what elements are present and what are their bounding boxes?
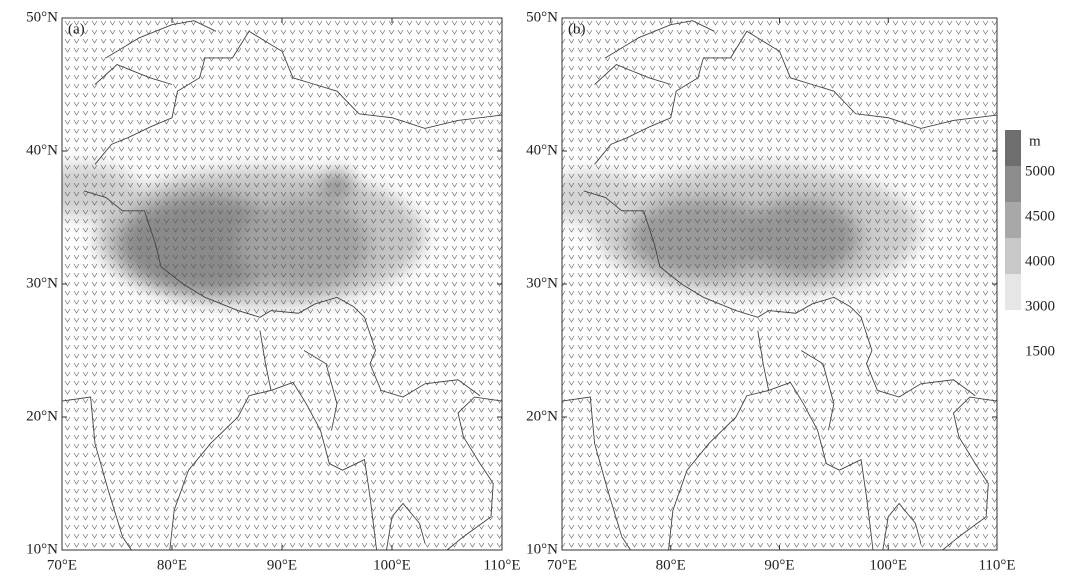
y-tick-label: 20°N bbox=[26, 408, 58, 424]
coastline bbox=[757, 330, 770, 391]
panel-label: (b) bbox=[568, 21, 586, 37]
coastline bbox=[605, 20, 715, 59]
coastline bbox=[303, 350, 338, 431]
coastline bbox=[105, 20, 217, 59]
coastline bbox=[583, 190, 976, 398]
y-tick-label: 10°N bbox=[26, 541, 58, 557]
coastline bbox=[259, 330, 272, 391]
colorbar: 5000 4500 4000 3000 1500 m bbox=[1005, 130, 1055, 359]
y-tick-label: 30°N bbox=[526, 275, 558, 291]
wind-barbs bbox=[62, 18, 502, 550]
coastline bbox=[446, 396, 502, 550]
coastline bbox=[62, 396, 132, 550]
y-tick-label: 20°N bbox=[526, 408, 558, 424]
x-tick-label: 90°E bbox=[267, 557, 297, 573]
x-tick-label: 100°E bbox=[869, 557, 907, 573]
panel-label: (a) bbox=[68, 21, 85, 37]
coastline bbox=[94, 30, 502, 165]
colorbar-segment bbox=[1005, 274, 1021, 310]
x-tick-label: 90°E bbox=[764, 557, 794, 573]
wind-barbs bbox=[562, 18, 997, 550]
coastline bbox=[169, 381, 378, 550]
x-tick-label: 80°E bbox=[157, 557, 187, 573]
y-tick-label: 50°N bbox=[26, 9, 58, 25]
y-tick-label: 10°N bbox=[526, 541, 558, 557]
y-tick-label: 30°N bbox=[26, 275, 58, 291]
coastline bbox=[668, 381, 874, 550]
map-layers bbox=[562, 18, 997, 550]
map-panel: (b) 70°E 80°E 90°E 100°E 110°E 10°N 20°N 30°N 40°… bbox=[526, 9, 1015, 573]
coastline bbox=[83, 190, 481, 398]
coastline bbox=[882, 502, 922, 550]
colorbar-segment bbox=[1005, 130, 1021, 166]
colorbar-label: 3000 bbox=[1025, 298, 1055, 314]
colorbar-label: 4500 bbox=[1025, 208, 1055, 224]
coastline bbox=[386, 502, 426, 550]
colorbar-label: 4000 bbox=[1025, 253, 1055, 269]
x-tick-label: 110°E bbox=[483, 557, 520, 573]
colorbar-segment bbox=[1005, 238, 1021, 274]
y-tick-label: 50°N bbox=[526, 9, 558, 25]
coastline bbox=[801, 350, 835, 431]
map-panel: (a) 70°E 80°E 90°E 100°E 110°E 10°N 20°N 30°N 40°… bbox=[26, 9, 520, 573]
x-tick-label: 110°E bbox=[978, 557, 1015, 573]
coastline bbox=[594, 64, 671, 85]
x-tick-label: 70°E bbox=[47, 557, 77, 573]
y-tick-label: 40°N bbox=[26, 142, 58, 158]
x-tick-label: 100°E bbox=[373, 557, 411, 573]
colorbar-segment bbox=[1005, 166, 1021, 202]
y-tick-label: 40°N bbox=[526, 142, 558, 158]
coastline bbox=[942, 396, 997, 550]
x-tick-label: 80°E bbox=[656, 557, 686, 573]
colorbar-segment bbox=[1005, 202, 1021, 238]
colorbar-label: 1500 bbox=[1025, 343, 1055, 359]
coastline bbox=[94, 64, 173, 85]
colorbar-label: 5000 bbox=[1025, 163, 1055, 179]
coastline bbox=[562, 396, 631, 550]
map-layers bbox=[62, 18, 502, 550]
colorbar-unit: m bbox=[1029, 133, 1041, 149]
coastline bbox=[594, 30, 997, 165]
x-tick-label: 70°E bbox=[547, 557, 577, 573]
